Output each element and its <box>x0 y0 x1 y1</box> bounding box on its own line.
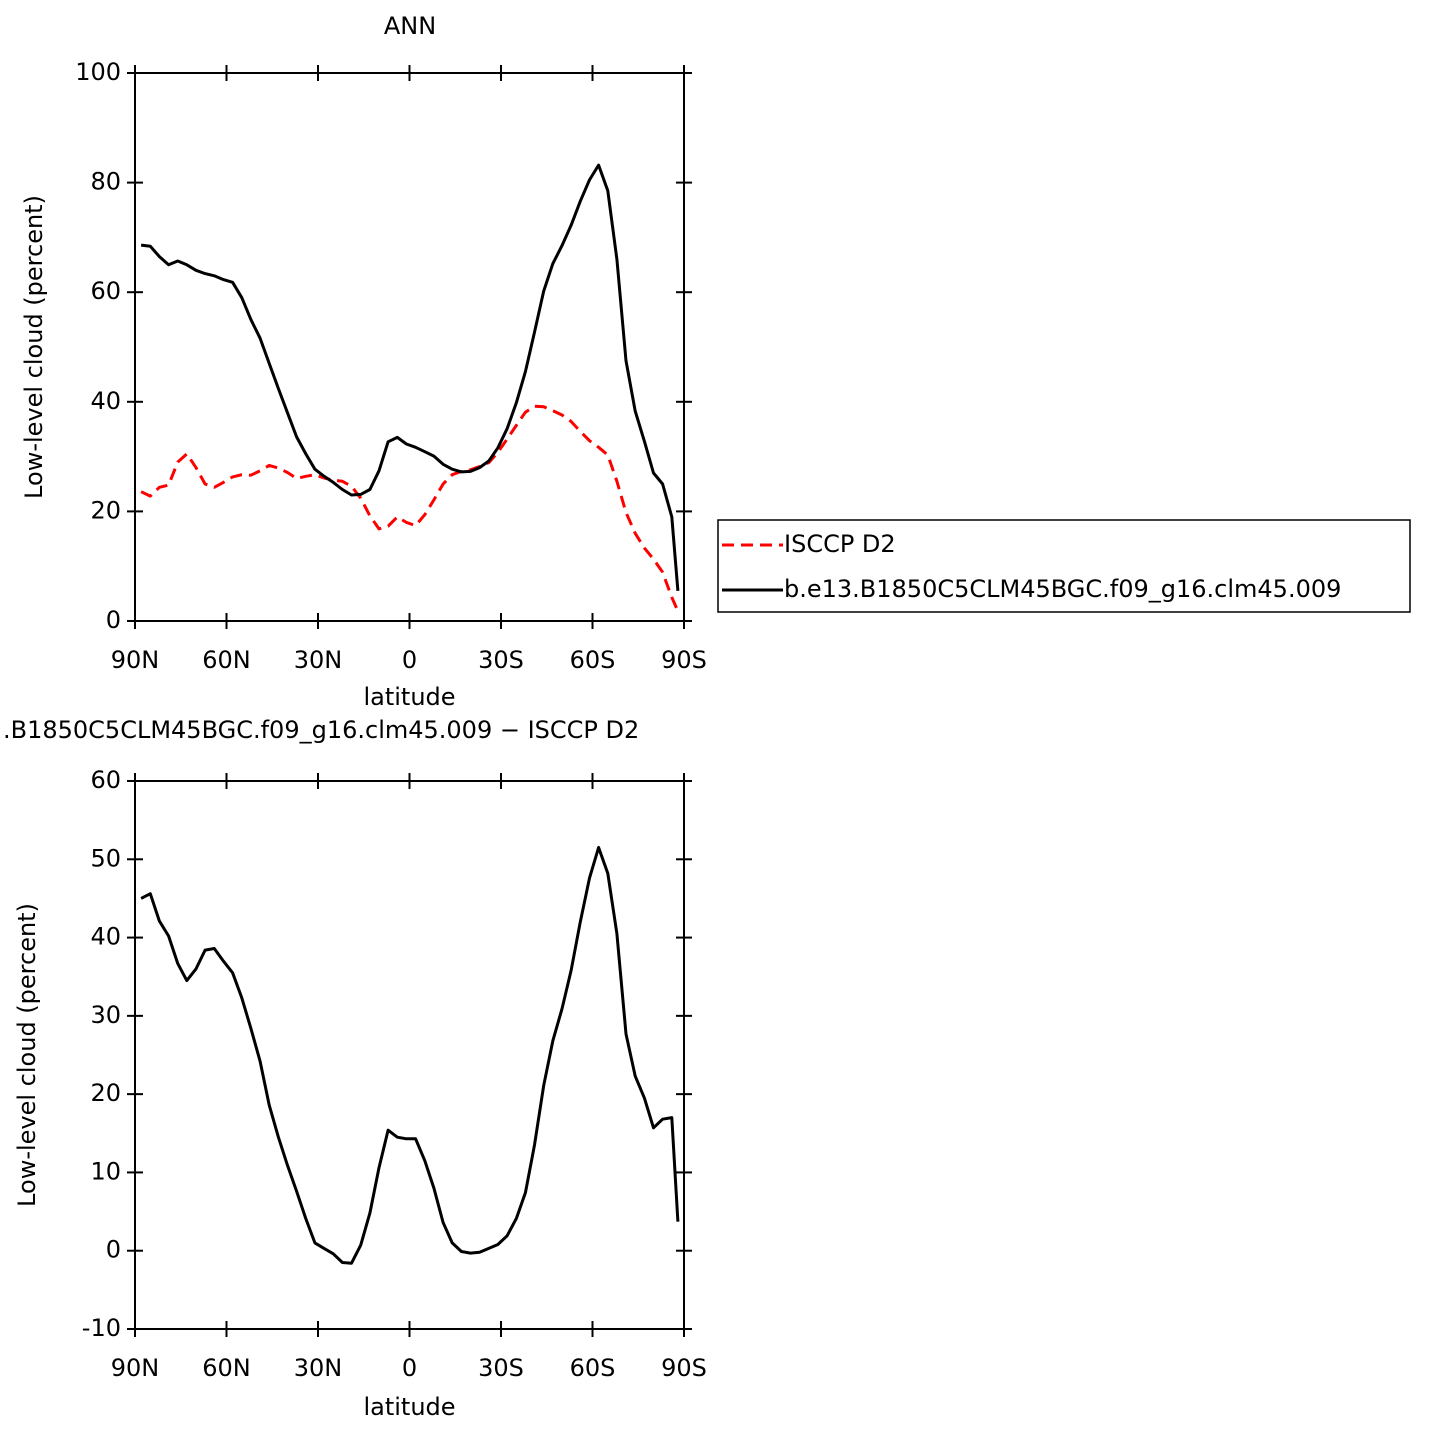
y-tick-label: 20 <box>90 496 121 524</box>
legend-label: b.e13.B1850C5CLM45BGC.f09_g16.clm45.009 <box>784 575 1341 603</box>
y-tick-label: 80 <box>90 168 121 196</box>
plot-frame <box>134 72 685 622</box>
y-tick-label: 20 <box>90 1079 121 1107</box>
y-tick-label: 0 <box>106 606 121 634</box>
y-tick-label: 60 <box>90 766 121 794</box>
y-tick-label: 10 <box>90 1157 121 1185</box>
x-tick-label: 0 <box>402 646 417 674</box>
legend-box <box>717 519 1411 613</box>
legend-label: ISCCP D2 <box>784 530 896 558</box>
data-line <box>140 846 680 1265</box>
x-tick-label: 30N <box>294 646 343 674</box>
x-tick-label: 90N <box>111 1354 160 1382</box>
chart-title: ANN <box>384 12 436 40</box>
x-tick-label: 30S <box>478 646 524 674</box>
y-tick-label: 0 <box>106 1236 121 1264</box>
y-axis-label: Low-level cloud (percent) <box>13 903 41 1207</box>
x-axis-label: latitude <box>363 683 455 711</box>
x-tick-label: 60N <box>202 1354 251 1382</box>
x-tick-label: 60S <box>570 1354 616 1382</box>
x-tick-label: 90S <box>661 646 707 674</box>
x-tick-label: 30S <box>478 1354 524 1382</box>
x-tick-label: 30N <box>294 1354 343 1382</box>
y-axis-label: Low-level cloud (percent) <box>20 195 48 499</box>
y-tick-label: 30 <box>90 1001 121 1029</box>
y-tick-label: 60 <box>90 277 121 305</box>
data-line <box>140 404 680 612</box>
chart-title: .B1850C5CLM45BGC.f09_g16.clm45.009 − ISC… <box>3 716 639 744</box>
data-line <box>140 163 680 592</box>
y-tick-label: -10 <box>82 1314 121 1342</box>
x-tick-label: 90N <box>111 646 160 674</box>
y-tick-label: 40 <box>90 387 121 415</box>
x-tick-label: 60N <box>202 646 251 674</box>
y-tick-label: 40 <box>90 923 121 951</box>
x-tick-label: 60S <box>570 646 616 674</box>
y-tick-label: 50 <box>90 844 121 872</box>
y-tick-label: 100 <box>75 58 121 86</box>
plot-frame <box>134 780 685 1330</box>
x-tick-label: 90S <box>661 1354 707 1382</box>
x-axis-label: latitude <box>363 1393 455 1421</box>
x-tick-label: 0 <box>402 1354 417 1382</box>
